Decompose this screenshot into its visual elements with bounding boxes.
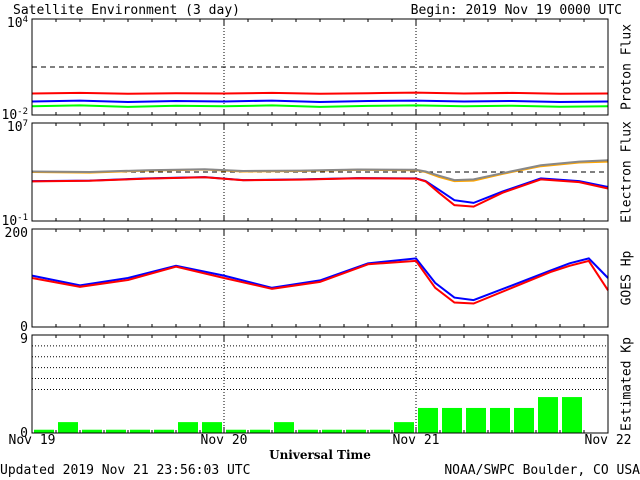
red-series-line [31,91,609,95]
y-tick-label: 9 [20,332,28,347]
data-source: NOAA/SWPC Boulder, CO USA [444,463,640,478]
kp-bar [538,397,558,433]
kp-bar [178,422,198,433]
kp-bar [322,429,342,433]
kp-bar [298,429,318,433]
green-series-line [31,104,609,108]
red-series-line [31,176,609,208]
x-axis-ticks: Nov 19 Nov 20 Nov 21 Nov 22 [9,433,632,448]
x-tick-label: Nov 19 [9,433,56,448]
y-tick-base: 10 [2,214,18,229]
kp-bar [490,407,510,433]
kp-bar [394,422,414,433]
grey-series-line [31,159,609,182]
y-tick-label: 107 [7,119,28,135]
kp-bar [202,422,222,433]
kp-bar [562,397,582,433]
kp-bar [442,407,462,433]
y-tick-label: 10-1 [2,213,29,229]
panel-frame [31,228,609,328]
goes-hp-label: GOES Hp [620,250,635,305]
x-axis-title: Universal Time [269,448,371,462]
kp-bar [154,429,174,433]
y-tick-label: 10-2 [2,107,29,123]
kp-bar [466,407,486,433]
kp-bar [514,407,534,433]
y-tick-exponent: -1 [17,213,28,223]
x-tick-label: Nov 21 [393,433,440,448]
kp-bar [250,429,270,433]
kp-bar [418,407,438,433]
y-tick-label: 200 [5,226,28,241]
updated-time: Updated 2019 Nov 21 23:56:03 UTC [0,463,250,478]
estimated-kp-label: Estimated Kp [620,337,635,431]
kp-bar [82,429,102,433]
y-tick-label: 0 [20,320,28,335]
y-tick-base: 10 [2,108,18,123]
electron-flux-label: Electron Flux [620,121,635,223]
kp-bar [370,429,390,433]
y-tick-exponent: 7 [23,119,28,129]
y-tick-base: 10 [7,16,23,31]
kp-bar [58,422,78,433]
y-tick-label: 104 [7,15,28,31]
proton-flux-label: Proton Flux [620,24,635,110]
kp-bar [274,422,294,433]
y-tick-exponent: -2 [17,107,28,117]
y-tick-label: 0 [20,426,28,441]
x-tick-label: Nov 20 [201,433,248,448]
blue-series-line [31,176,609,204]
kp-bar [346,429,366,433]
chart-panel: 9 0 Estimated Kp [20,332,634,441]
kp-bar [106,429,126,433]
blue-series-line [31,99,609,104]
y-tick-base: 10 [7,120,23,135]
red-series-line [31,259,609,305]
kp-bar [226,429,246,433]
blue-series-line [31,257,609,302]
kp-bar [130,429,150,433]
page-title: Satellite Environment (3 day) [13,3,240,18]
x-tick-label: Nov 22 [585,433,632,448]
begin-time: Begin: 2019 Nov 19 0000 UTC [411,3,622,18]
y-tick-exponent: 4 [23,15,28,25]
kp-bar [34,429,54,433]
chart-panel: 200 0 GOES Hp [5,226,635,335]
